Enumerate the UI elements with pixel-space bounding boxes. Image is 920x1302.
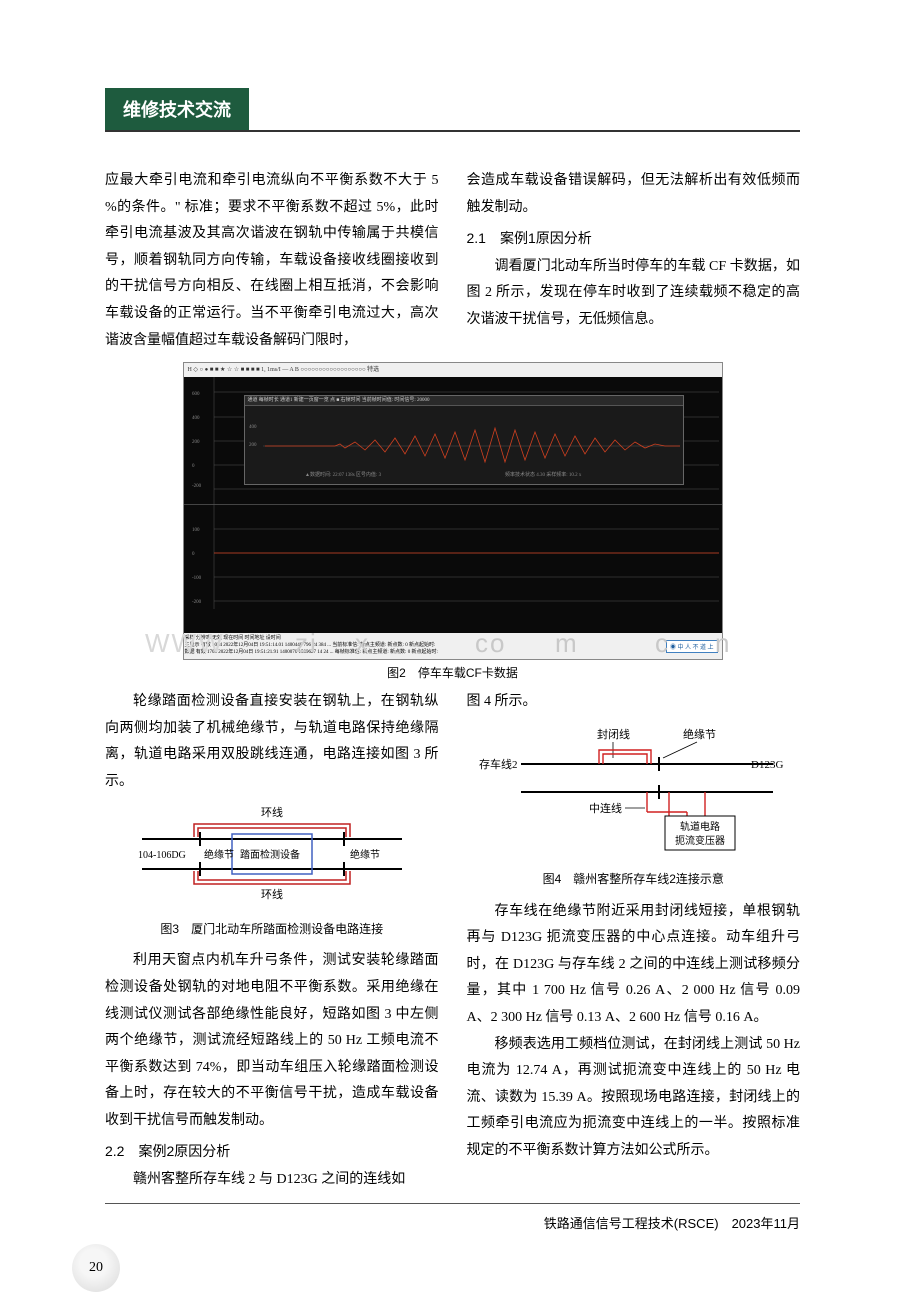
watermark: co (475, 628, 506, 659)
fig4-label-left: 存车线2 (479, 757, 518, 771)
watermark: WWW (145, 628, 225, 659)
y-label: -200 (192, 484, 202, 489)
fig3-label-jn2: 绝缘节 (350, 848, 380, 861)
figure-4: 封闭线 绝缘节 (467, 724, 801, 891)
para: 利用天窗点内机车升弓条件，测试安装轮缘踏面检测设备处钢轨的对地电阻不平衡系数。采… (105, 948, 439, 1134)
figure-3-caption: 图3 厦门北动车所踏面检测设备电路连接 (105, 918, 439, 941)
overlay-text-left: ▲数据时间: 22:07 138s 区号内值: 3 (305, 471, 382, 478)
watermark: m (555, 628, 579, 659)
watermark: c (655, 628, 670, 659)
col-left-top: 应最大牵引电流和牵引电流纵向不平衡系数不大于 5 %的条件。" 标准；要求不平衡… (105, 168, 439, 354)
fig4-label-right: D123G (751, 759, 783, 771)
figure-3-svg: 环线 环线 (132, 804, 412, 914)
para: 赣州客整所存车线 2 与 D123G 之间的连线如 (105, 1167, 439, 1194)
figure-4-svg: 封闭线 绝缘节 (473, 724, 793, 864)
waveform-toolbar: H ◇ ○ ● ■ ■ ★ ☆ ☆ ■ ■ ■ ■ 1, 1ms/I — A B… (184, 363, 722, 377)
section-title-box: 维修技术交流 (105, 88, 249, 130)
para: 存车线在绝缘节附近采用封闭线短接，单根钢轨再与 D123G 扼流变压器的中心点连… (467, 899, 801, 1032)
para: 图 4 所示。 (467, 689, 801, 716)
y-label: 0 (192, 464, 195, 469)
col-left-bottom: 轮缘踏面检测设备直接安装在钢轨上，在钢轨纵向两侧均加装了机械绝缘节，与轨道电路保… (105, 689, 439, 1194)
fig4-label-jn: 绝缘节 (683, 727, 716, 741)
figure-2-caption: 图2 停车车载CF卡数据 (105, 664, 800, 681)
para: 应最大牵引电流和牵引电流纵向不平衡系数不大于 5 %的条件。" 标准；要求不平衡… (105, 168, 439, 354)
figure-3: 环线 环线 (105, 804, 439, 941)
section-header: 维修技术交流 (105, 88, 800, 132)
y-label: 0 (192, 552, 195, 557)
overlay-header: 通道 每帧时长 通道1 新建一页窗一览 点 ■ 右帧时间 当前帧时间值: 时间信… (245, 396, 683, 406)
fig3-label-jn1: 绝缘节 (204, 848, 234, 861)
y-label: -100 (192, 576, 202, 581)
y-label: 400 (192, 416, 200, 421)
para: 会造成车载设备错误解码，但无法解析出有效低频而触发制动。 (467, 168, 801, 221)
para: 轮缘踏面检测设备直接安装在钢轨上，在钢轨纵向两侧均加装了机械绝缘节，与轨道电路保… (105, 689, 439, 795)
svg-text:400: 400 (249, 425, 257, 430)
overlay-text-right: 频率技术状态 4.30 采样频率: 10.2 x (505, 471, 582, 478)
fig4-label-fb: 封闭线 (597, 727, 630, 741)
watermark: zi (295, 628, 318, 659)
waveform-window: H ◇ ○ ● ■ ■ ★ ☆ ☆ ■ ■ ■ ■ 1, 1ms/I — A B… (183, 362, 723, 660)
waveform-data-table: 采样 分辨率 无效 现在时间 时间地址 设时间 主显示 有效 1024 2022… (184, 633, 722, 659)
fig3-label-center: 踏面检测设备 (240, 848, 300, 861)
svg-text:200: 200 (249, 443, 257, 448)
software-logo: ◉ 中 人 不 道 上 (666, 640, 718, 653)
figure-4-caption: 图4 赣州客整所存车线2连接示意 (467, 868, 801, 891)
watermark: n (715, 628, 731, 659)
fig3-label-top: 环线 (261, 805, 283, 819)
fig4-box-line2: 扼流变压器 (675, 834, 725, 847)
section-2-2-title: 2.2 案例2原因分析 (105, 1138, 439, 1165)
y-label: -200 (192, 600, 202, 605)
main-content: 应最大牵引电流和牵引电流纵向不平衡系数不大于 5 %的条件。" 标准；要求不平衡… (105, 168, 800, 1194)
para: 调看厦门北动车所当时停车的车载 CF 卡数据，如图 2 所示，发现在停车时收到了… (467, 254, 801, 334)
footer-rule (105, 1203, 800, 1204)
col-right-bottom: 图 4 所示。 封闭线 绝缘节 (467, 689, 801, 1194)
figure-2: H ◇ ○ ● ■ ■ ★ ☆ ☆ ■ ■ ■ ■ 1, 1ms/I — A B… (105, 362, 800, 681)
waveform-top-pane: 600 400 200 0 -200 通道 每帧时长 通道1 新建一页窗一览 点… (184, 377, 722, 505)
col-right-top: 会造成车载设备错误解码，但无法解析出有效低频而触发制动。 2.1 案例1原因分析… (467, 168, 801, 354)
waveform-overlay: 通道 每帧时长 通道1 新建一页窗一览 点 ■ 右帧时间 当前帧时间值: 时间信… (244, 395, 684, 485)
fig3-label-bottom: 环线 (261, 887, 283, 901)
fig3-label-left: 104-106DG (138, 850, 186, 861)
top-columns: 应最大牵引电流和牵引电流纵向不平衡系数不大于 5 %的条件。" 标准；要求不平衡… (105, 168, 800, 354)
y-label: 200 (192, 440, 200, 445)
fig4-box-line1: 轨道电路 (680, 820, 720, 833)
page-number: 20 (72, 1244, 120, 1292)
y-label: 100 (192, 528, 200, 533)
para: 移频表选用工频档位测试，在封闭线上测试 50 Hz 电流为 12.74 A，再测… (467, 1032, 801, 1165)
waveform-bottom-pane: 100 0 -100 -200 (184, 505, 722, 635)
section-2-1-title: 2.1 案例1原因分析 (467, 225, 801, 252)
watermark: x (355, 628, 370, 659)
fig4-label-zl: 中连线 (589, 801, 622, 815)
footer-text: 铁路通信信号工程技术(RSCE) 2023年11月 (544, 1213, 800, 1232)
y-label: 600 (192, 392, 200, 397)
bottom-columns: 轮缘踏面检测设备直接安装在钢轨上，在钢轨纵向两侧均加装了机械绝缘节，与轨道电路保… (105, 689, 800, 1194)
